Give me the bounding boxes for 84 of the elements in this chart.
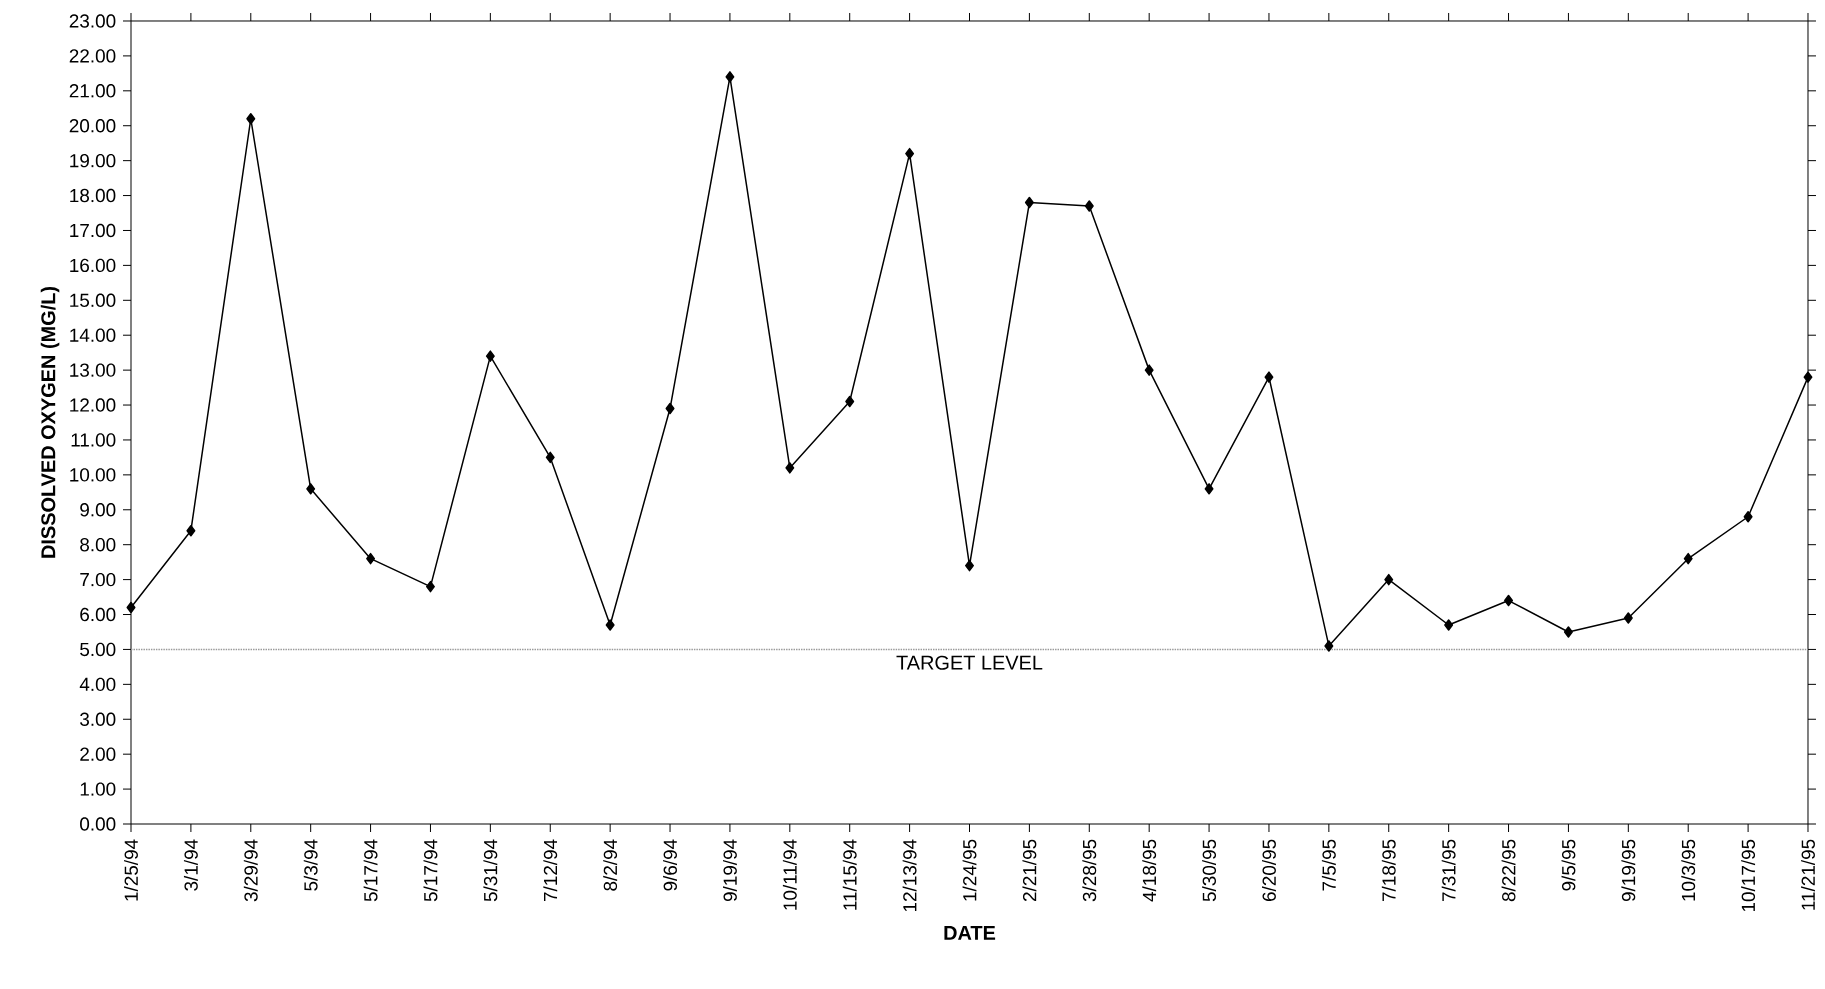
y-tick-label: 14.00 [70,328,116,342]
y-tick-label: 7.00 [80,572,116,587]
x-tick-label: 8/22/95 [1501,839,1516,902]
x-tick-label: 2/21/95 [1022,839,1037,902]
x-tick-label: 10/11/94 [782,839,797,910]
x-tick-label: 10/3/95 [1681,839,1696,901]
point [1623,612,1633,624]
y-tick-label: 12.00 [70,398,116,412]
y-tick-label: 2.00 [80,747,116,761]
x-tick-label: 5/30/95 [1202,839,1217,902]
y-tick-label: 8.00 [80,537,116,552]
x-tick-label: 11/21/95 [1801,839,1815,910]
y-tick-label: 10.00 [70,468,116,482]
x-tick-label: 5/3/94 [303,839,318,891]
point [1803,371,1813,383]
point [1384,573,1394,586]
x-tick-label: 9/5/95 [1561,839,1576,891]
y-tick-label: 23.00 [69,14,116,28]
x-tick-label: 1/25/94 [124,839,138,901]
x-tick-label: 9/6/94 [663,839,677,891]
point [785,462,795,474]
y-tick-label: 5.00 [80,642,116,657]
point [665,402,675,415]
point [1204,483,1214,495]
y-tick-label: 20.00 [69,119,116,133]
y-tick-label: 22.00 [69,49,116,63]
x-tick-label: 10/17/95 [1741,839,1756,912]
x-tick-label: 7/12/94 [543,839,558,902]
y-tick-label: 16.00 [70,258,116,273]
x-tick-label: 3/29/94 [243,839,258,902]
point [1444,619,1454,631]
point [306,483,316,495]
point [1683,552,1693,565]
y-tick-label: 17.00 [70,223,116,238]
x-tick-label: 3/28/95 [1082,839,1097,902]
x-tick-label: 5/17/94 [423,839,438,902]
y-tick-label: 13.00 [70,363,116,377]
point [845,395,855,408]
y-tick-label: 6.00 [80,607,116,622]
y-tick-label: 4.00 [79,677,116,692]
x-tick-label: 7/31/95 [1441,839,1456,902]
x-tick-label: 9/19/95 [1621,839,1636,902]
y-tick-label: 0.00 [80,817,116,831]
point [246,113,256,125]
point [545,451,555,464]
y-axis-title: DISSOLVED OXYGEN (MG/L) [40,286,60,558]
point [1084,200,1094,212]
x-tick-label: 6/20/95 [1262,839,1276,902]
x-tick-label: 5/17/94 [363,839,378,902]
x-axis-title: DATE [944,926,996,940]
point [1144,364,1154,376]
y-tick-label: 1.00 [80,782,116,796]
x-tick-label: 9/19/94 [722,839,737,902]
point [186,524,196,537]
point [425,580,435,593]
point [485,350,495,362]
x-tick-label: 5/31/94 [483,839,498,902]
y-tick-label: 18.00 [70,188,116,203]
y-tick-label: 21.00 [69,84,116,98]
point [905,147,915,160]
point [1264,371,1274,383]
x-tick-label: 12/13/94 [902,839,917,912]
x-tick-label: 11/15/94 [842,839,857,910]
x-tick-label: 3/1/94 [183,839,198,891]
ref-line-label: TARGET LEVEL [896,655,1043,670]
point [1324,640,1334,652]
point [725,71,735,83]
x-tick-label: 7/5/95 [1321,839,1336,891]
point [1563,626,1573,638]
y-tick-label: 3.00 [80,712,116,726]
point [1743,511,1753,523]
x-tick-label: 4/18/95 [1142,839,1157,902]
y-tick-label: 19.00 [70,153,116,168]
point [126,601,136,614]
point [366,552,376,565]
y-tick-label: 15.00 [70,293,116,307]
x-tick-label: 1/24/95 [962,839,977,901]
point [605,619,615,631]
y-tick-label: 11.00 [71,433,116,447]
y-tick-label: 9.00 [80,503,116,517]
x-tick-label: 7/18/95 [1381,839,1396,902]
point [1504,594,1514,607]
x-tick-label: 8/2/94 [603,839,618,891]
point [1024,196,1034,209]
